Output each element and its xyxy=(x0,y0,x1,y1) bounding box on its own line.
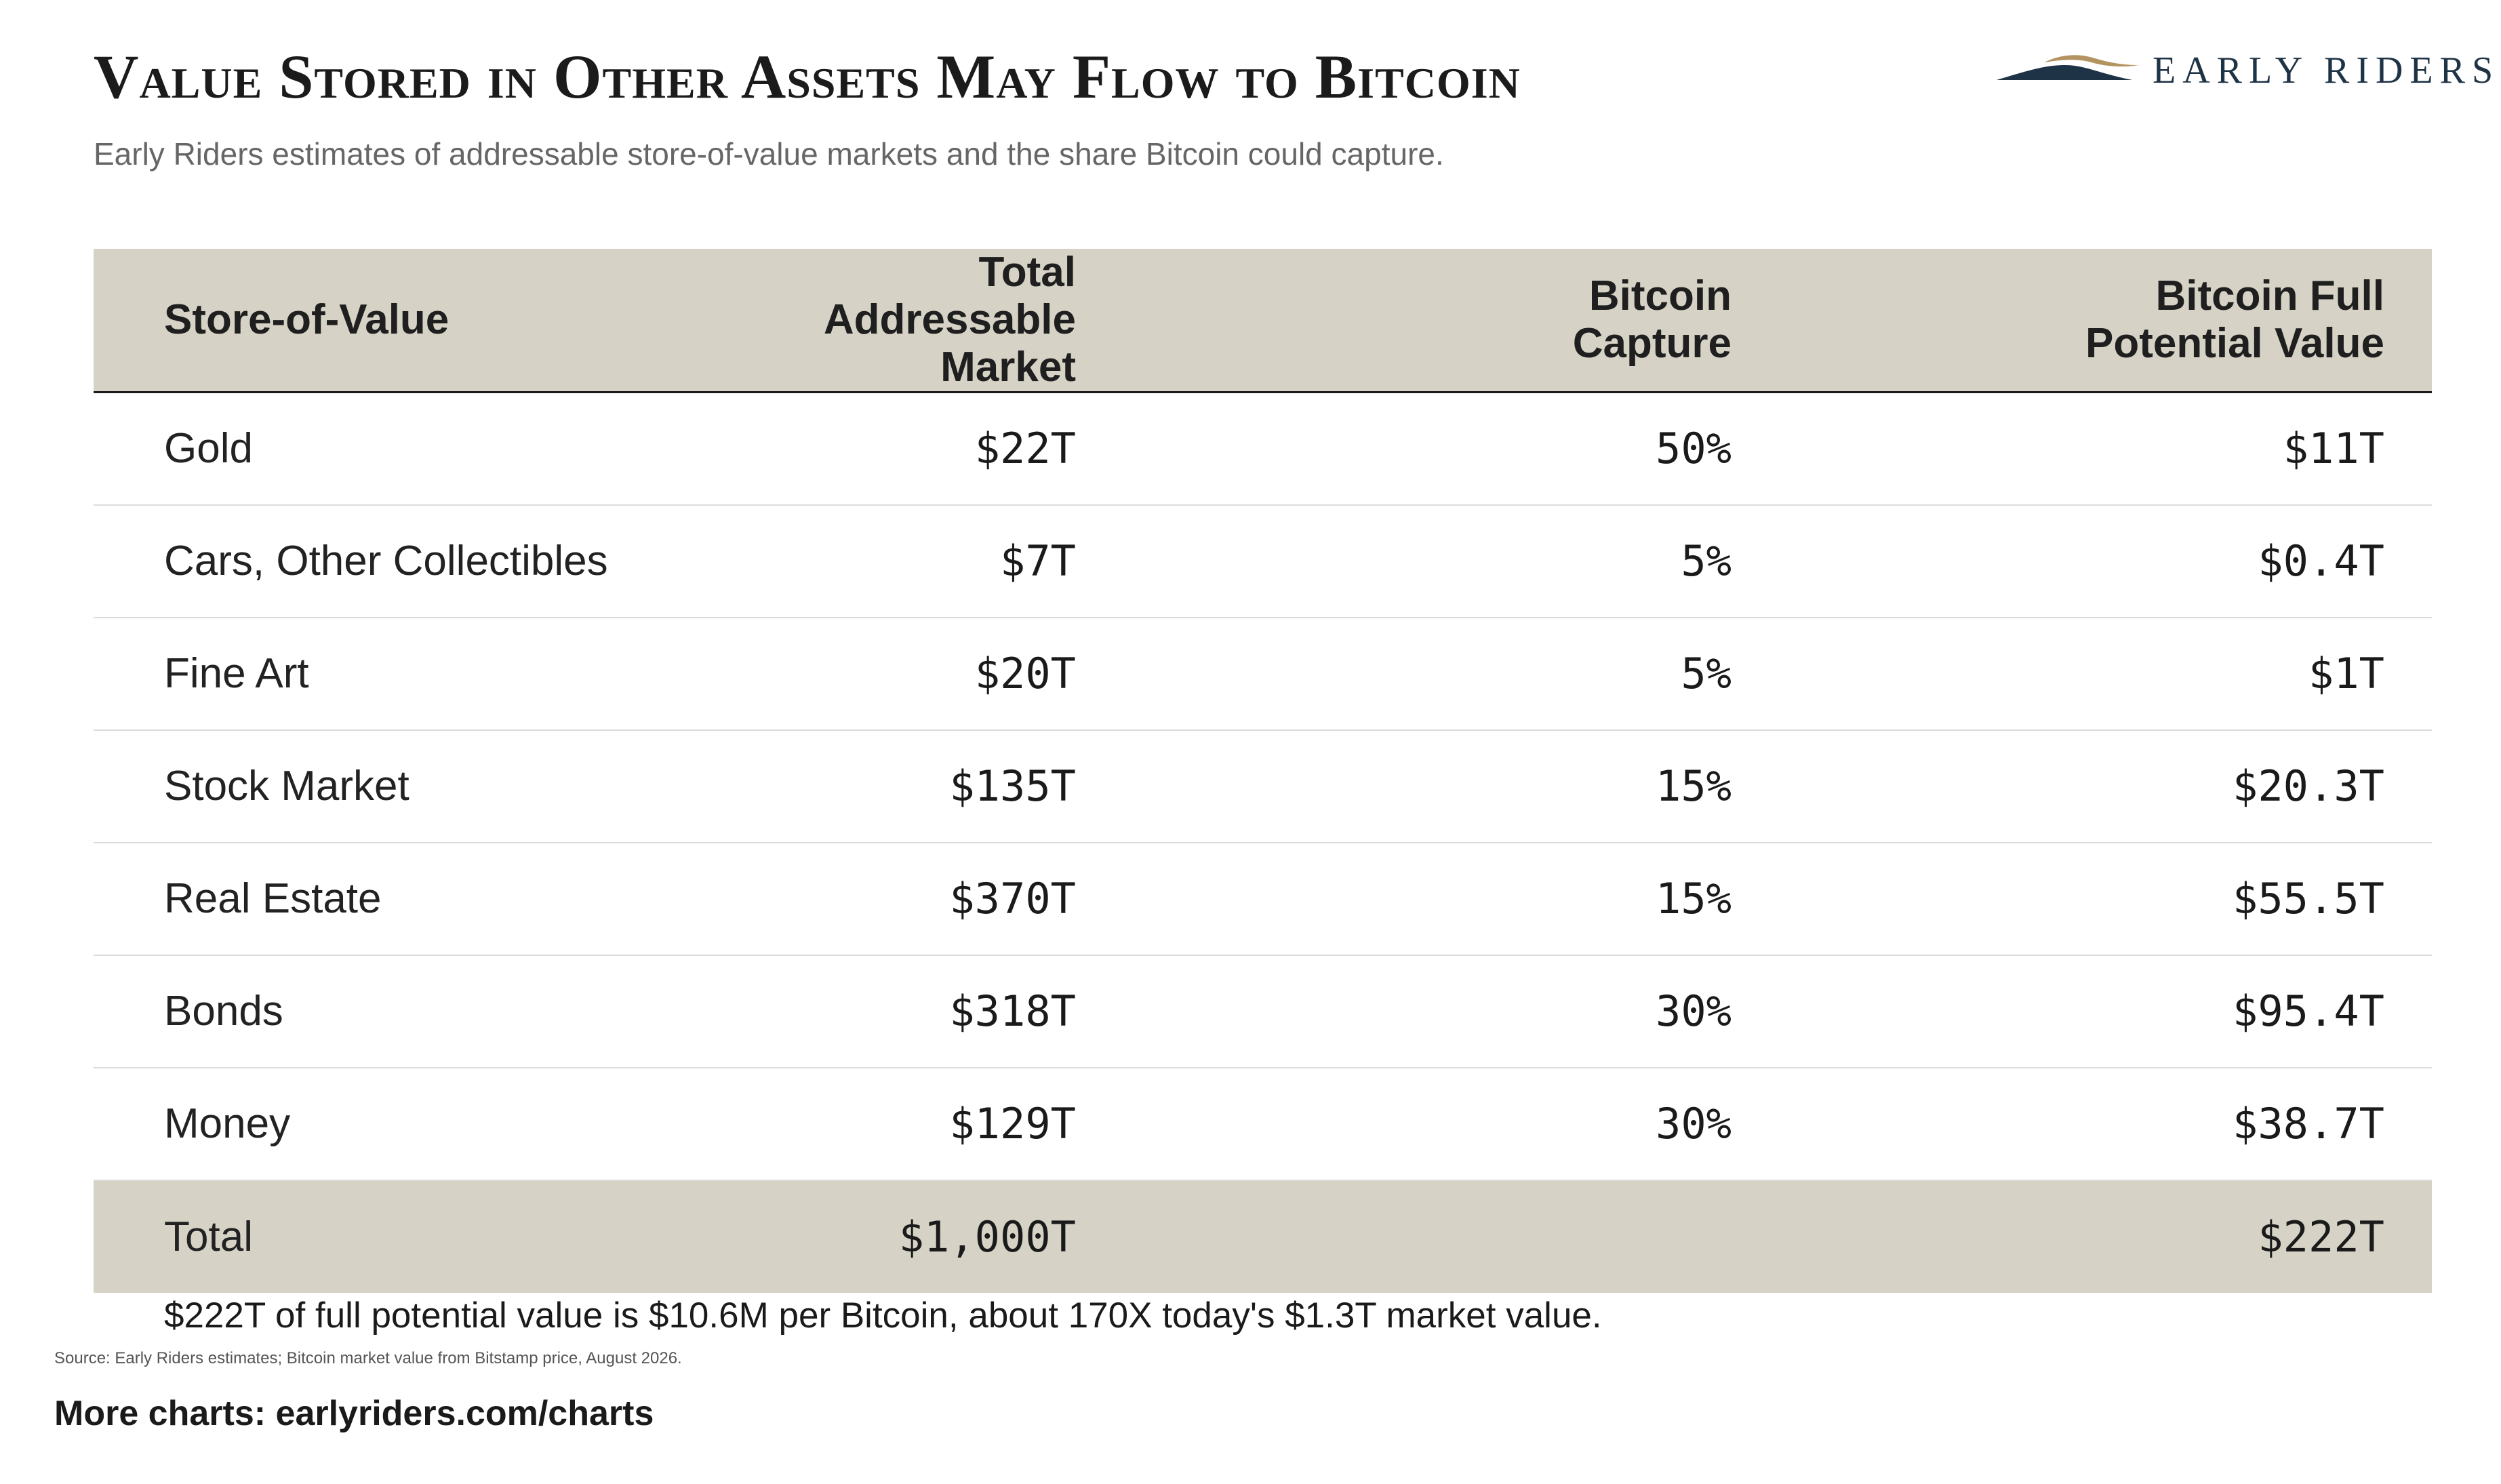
total-tam-value: $1,000T xyxy=(772,1180,1076,1293)
chart-title: Value Stored in Other Assets May Flow to… xyxy=(94,42,1521,111)
potential-value: $11T xyxy=(1732,392,2432,506)
mountain-logo-icon xyxy=(1997,55,2139,80)
potential-value: $0.4T xyxy=(1732,504,2432,618)
more-charts-link[interactable]: More charts: earlyriders.com/charts xyxy=(54,1394,654,1433)
capture-value: 5% xyxy=(1076,617,1732,731)
brand-logo: EARLY RIDERS xyxy=(1997,45,2493,99)
column-header-bitcoin-capture: Bitcoin Capture xyxy=(1076,249,1732,393)
row-label: Fine Art xyxy=(94,617,772,731)
column-header-full-potential-value: Bitcoin Full Potential Value xyxy=(1732,249,2432,393)
table-row: Fine Art $20T 5% $1T xyxy=(94,617,2432,731)
potential-value: $20.3T xyxy=(1732,729,2432,843)
chart-subtitle: Early Riders estimates of addressable st… xyxy=(94,136,1444,172)
logo-wordmark: EARLY RIDERS xyxy=(2153,49,2500,92)
capture-value: 15% xyxy=(1076,842,1732,956)
table-row: Real Estate $370T 15% $55.5T xyxy=(94,842,2432,956)
row-label: Real Estate xyxy=(94,842,772,956)
table-row: Money $129T 30% $38.7T xyxy=(94,1067,2432,1181)
row-label: Cars, Other Collectibles xyxy=(94,504,772,618)
tam-value: $370T xyxy=(772,842,1076,956)
capture-value: 30% xyxy=(1076,1067,1732,1181)
table-row: Cars, Other Collectibles $7T 5% $0.4T xyxy=(94,504,2432,618)
table-row: Stock Market $135T 15% $20.3T xyxy=(94,729,2432,843)
capture-value: 50% xyxy=(1076,392,1732,506)
tam-value: $7T xyxy=(772,504,1076,618)
column-header-total-addressable-market: Total Addressable Market xyxy=(772,249,1076,393)
tam-value: $135T xyxy=(772,729,1076,843)
row-label: Gold xyxy=(94,392,772,506)
potential-value: $95.4T xyxy=(1732,955,2432,1068)
total-capture-value xyxy=(1076,1180,1732,1293)
table-header-row: Store-of-Value Total Addressable Market Bit… xyxy=(94,249,2432,393)
store-of-value-table: Store-of-Value Total Addressable Market Bit… xyxy=(94,249,2432,1293)
potential-value: $38.7T xyxy=(1732,1067,2432,1181)
capture-value: 30% xyxy=(1076,955,1732,1068)
tam-value: $318T xyxy=(772,955,1076,1068)
tam-value: $20T xyxy=(772,617,1076,731)
capture-value: 15% xyxy=(1076,729,1732,843)
source-note: Source: Early Riders estimates; Bitcoin … xyxy=(54,1349,682,1367)
potential-value: $55.5T xyxy=(1732,842,2432,956)
row-label: Bonds xyxy=(94,955,772,1068)
row-label: Stock Market xyxy=(94,729,772,843)
total-label: Total xyxy=(94,1180,772,1293)
total-row: Total $1,000T $222T xyxy=(94,1180,2432,1293)
capture-value: 5% xyxy=(1076,504,1732,618)
summary-note: $222T of full potential value is $10.6M … xyxy=(164,1296,1602,1336)
tam-value: $22T xyxy=(772,392,1076,506)
table-row: Bonds $318T 30% $95.4T xyxy=(94,955,2432,1068)
total-potential-value: $222T xyxy=(1732,1180,2432,1293)
table-row: Gold $22T 50% $11T xyxy=(94,392,2432,506)
row-label: Money xyxy=(94,1067,772,1181)
column-header-store-of-value: Store-of-Value xyxy=(94,249,772,393)
potential-value: $1T xyxy=(1732,617,2432,731)
tam-value: $129T xyxy=(772,1067,1076,1181)
